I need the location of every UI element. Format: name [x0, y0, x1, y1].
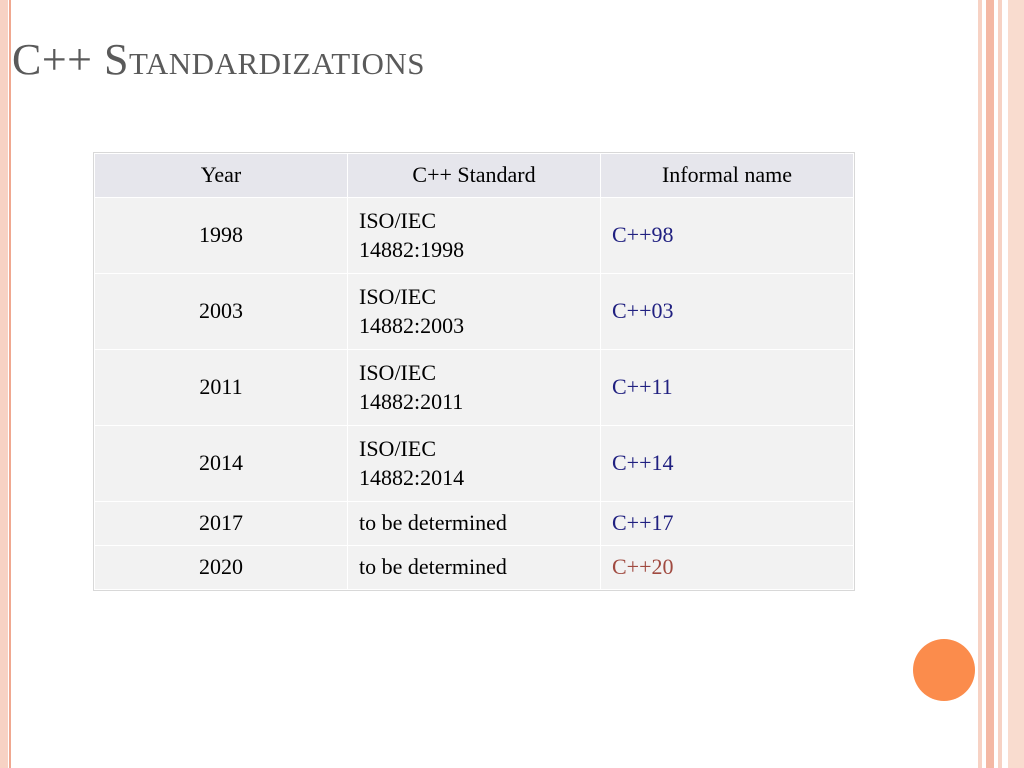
standard-cell: ISO/IEC 14882:2003 [347, 273, 601, 350]
standard-cell: to be determined [347, 501, 601, 546]
left-stripe [0, 0, 8, 768]
name-cell: C++11 [600, 349, 854, 426]
name-cell: C++17 [600, 501, 854, 546]
standards-table: Year C++ Standard Informal name 1998 ISO/IE… [94, 153, 854, 590]
slide-title: C++ Standardizations [12, 35, 425, 84]
table-row: 2003 ISO/IEC 14882:2003 C++03 [94, 273, 854, 350]
header-cell: Year [94, 153, 348, 198]
table-row: 2020 to be determined C++20 [94, 545, 854, 590]
name-cell: C++20 [600, 545, 854, 590]
year-cell: 2020 [94, 545, 348, 590]
table-row: 2011 ISO/IEC 14882:2011 C++11 [94, 349, 854, 426]
standard-cell: to be determined [347, 545, 601, 590]
header-row: Year C++ Standard Informal name [94, 153, 854, 198]
right-stripe [986, 0, 994, 768]
name-cell: C++98 [600, 197, 854, 274]
year-cell: 2014 [94, 425, 348, 502]
year-cell: 1998 [94, 197, 348, 274]
year-cell: 2003 [94, 273, 348, 350]
left-stripe-line [9, 0, 11, 768]
standard-cell: ISO/IEC 14882:1998 [347, 197, 601, 274]
table-row: 2014 ISO/IEC 14882:2014 C++14 [94, 425, 854, 502]
name-cell: C++03 [600, 273, 854, 350]
header-cell: Informal name [600, 153, 854, 198]
right-stripe [978, 0, 982, 768]
header-cell: C++ Standard [347, 153, 601, 198]
year-cell: 2017 [94, 501, 348, 546]
year-cell: 2011 [94, 349, 348, 426]
right-stripe [1008, 0, 1024, 768]
standard-cell: ISO/IEC 14882:2014 [347, 425, 601, 502]
standard-cell: ISO/IEC 14882:2011 [347, 349, 601, 426]
table-row: 1998 ISO/IEC 14882:1998 C++98 [94, 197, 854, 274]
right-stripe [998, 0, 1002, 768]
orange-circle [913, 639, 975, 701]
table-row: 2017 to be determined C++17 [94, 501, 854, 546]
name-cell: C++14 [600, 425, 854, 502]
